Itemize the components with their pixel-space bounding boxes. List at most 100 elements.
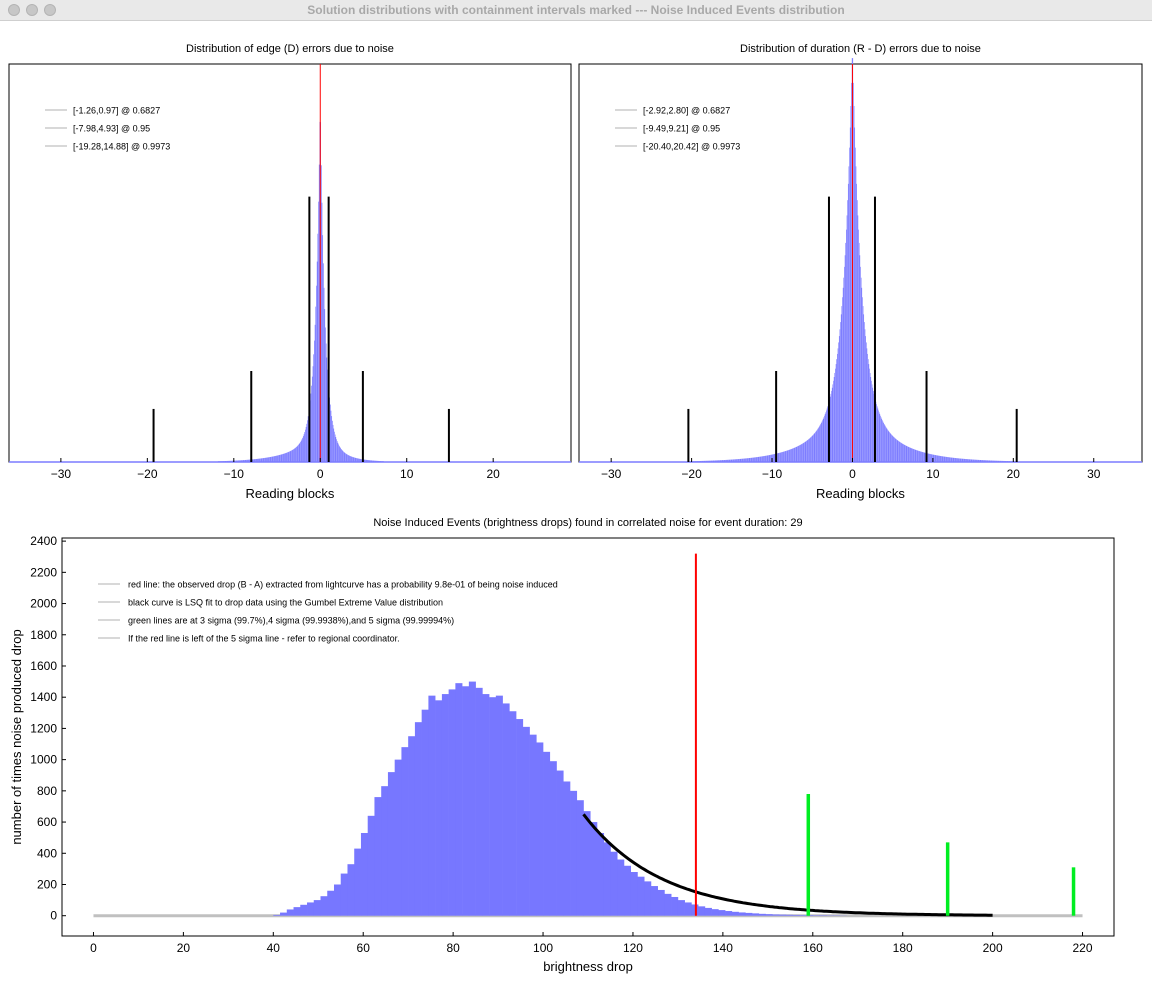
- histogram-bar: [708, 460, 710, 462]
- zoom-window-button[interactable]: [44, 4, 56, 16]
- histogram-bar: [269, 457, 270, 462]
- histogram-bar: [884, 425, 886, 462]
- histogram-bar: [373, 460, 375, 462]
- histogram-bar: [325, 327, 326, 462]
- histogram-bar: [952, 457, 954, 462]
- histogram-bar: [706, 460, 708, 462]
- histogram-bar: [786, 450, 788, 462]
- histogram-bar: [1011, 461, 1013, 462]
- histogram-bar: [825, 412, 827, 462]
- histogram-bar: [380, 461, 382, 462]
- histogram-bar: [814, 432, 816, 462]
- histogram-bar: [986, 460, 987, 462]
- histogram-bar: [298, 444, 299, 462]
- histogram-bar: [741, 458, 743, 462]
- histogram-bar: [222, 461, 224, 462]
- histogram-bar: [333, 884, 342, 916]
- histogram-bar: [245, 459, 247, 462]
- histogram-bar: [379, 461, 380, 462]
- legend-entry: [-1.26,0.97] @ 0.6827: [73, 106, 160, 116]
- histogram-bar: [994, 460, 995, 462]
- histogram-bar: [228, 460, 229, 462]
- y-tick-label: 1600: [30, 659, 57, 673]
- histogram-bar: [322, 235, 324, 462]
- histogram-bar: [869, 372, 871, 462]
- histogram-bar: [272, 456, 274, 462]
- histogram-bar: [843, 277, 845, 462]
- histogram-bar: [270, 456, 272, 462]
- histogram-bar: [879, 414, 881, 462]
- histogram-bar: [752, 457, 753, 462]
- y-tick-label: 1400: [30, 690, 57, 704]
- y-tick-label: 400: [37, 846, 57, 860]
- histogram-bar: [955, 458, 957, 462]
- histogram-bar: [377, 460, 379, 462]
- close-window-button[interactable]: [8, 4, 20, 16]
- histogram-bar: [760, 456, 762, 462]
- histogram-bar: [903, 444, 905, 462]
- histogram-bar: [731, 911, 739, 916]
- histogram-bar: [314, 340, 315, 462]
- histogram-bar: [818, 426, 820, 462]
- histogram-bar: [710, 460, 712, 462]
- histogram-bar: [249, 459, 251, 462]
- minimize-window-button[interactable]: [26, 4, 38, 16]
- histogram-bar: [337, 442, 339, 462]
- histogram-bar: [936, 455, 937, 462]
- histogram-bar: [824, 414, 826, 462]
- histogram-bar: [975, 459, 976, 462]
- histogram-bar: [788, 450, 789, 462]
- histogram-bar: [244, 459, 246, 462]
- histogram-bar: [925, 452, 926, 462]
- histogram-bar: [280, 454, 282, 462]
- histogram-bar: [759, 456, 760, 462]
- histogram-bar: [603, 842, 611, 916]
- histogram-bar: [998, 460, 1000, 462]
- histogram-bar: [363, 459, 365, 462]
- histogram-bar: [345, 453, 347, 462]
- histogram-bar: [383, 461, 384, 462]
- x-tick-label: 20: [177, 941, 191, 955]
- histogram-bar: [995, 460, 996, 462]
- histogram-bar: [966, 459, 968, 462]
- histogram-bar: [556, 770, 564, 916]
- histogram-bar: [847, 183, 849, 462]
- histogram-bar: [292, 449, 294, 462]
- histogram-bar: [855, 147, 856, 462]
- histogram-bar: [693, 461, 695, 462]
- histogram-bar: [763, 456, 765, 462]
- histogram-bar: [1004, 460, 1006, 462]
- histogram-bar: [794, 447, 796, 462]
- histogram-bar: [289, 451, 291, 462]
- histogram-bar: [858, 242, 860, 462]
- histogram-bar: [801, 443, 803, 462]
- histogram-bar: [958, 458, 960, 462]
- histogram-bar: [838, 342, 839, 462]
- histogram-bar: [840, 322, 841, 462]
- histogram-bar: [301, 439, 303, 462]
- histogram-bar: [320, 165, 322, 462]
- histogram-bar: [248, 459, 250, 462]
- histogram-bar: [940, 456, 942, 462]
- histogram-bar: [983, 460, 985, 462]
- histogram-bar: [856, 183, 857, 462]
- histogram-bar: [870, 377, 872, 462]
- histogram-bar: [714, 460, 716, 462]
- histogram-bar: [787, 450, 789, 462]
- x-tick-label: 10: [926, 467, 940, 481]
- histogram-bar: [717, 460, 718, 462]
- histogram-bar: [789, 449, 791, 462]
- histogram-bar: [934, 455, 936, 462]
- histogram-bar: [287, 452, 288, 462]
- charts-canvas: Distribution of edge (D) errors due to n…: [8, 43, 1143, 974]
- x-tick-label: −10: [762, 467, 783, 481]
- histogram-bar: [895, 438, 897, 462]
- histogram-bar: [898, 440, 899, 462]
- histogram-bar: [920, 451, 922, 462]
- histogram-bar: [751, 457, 753, 462]
- histogram-bar: [901, 443, 903, 462]
- histogram-bar: [889, 432, 891, 462]
- histogram-bar: [748, 458, 749, 462]
- histogram-bar: [381, 786, 389, 916]
- histogram-bar: [963, 458, 965, 462]
